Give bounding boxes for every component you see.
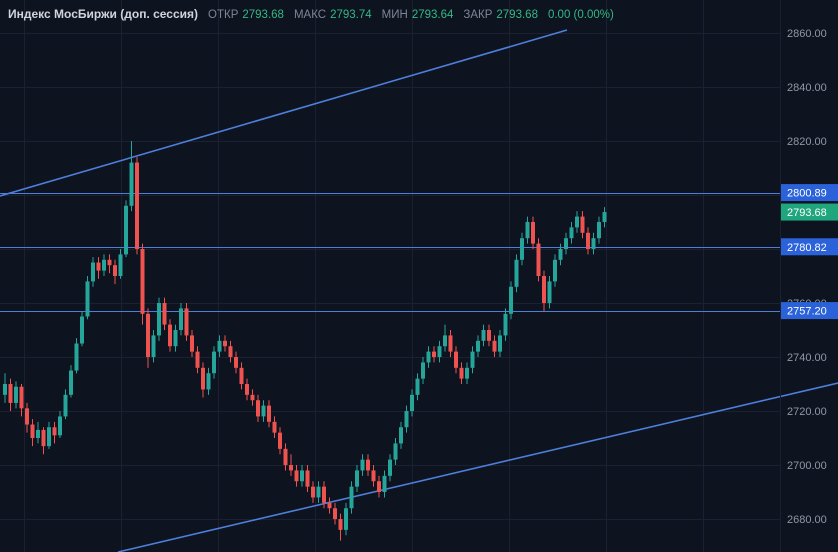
axis-tick-label: 2680.00 bbox=[787, 514, 827, 526]
open-label: ОТКР bbox=[208, 9, 239, 21]
candles-layer bbox=[3, 140, 607, 541]
close-label: ЗАКР bbox=[463, 9, 493, 21]
price-line-badge[interactable]: 2800.89 bbox=[781, 184, 838, 202]
ohlc-close: ЗАКР 2793.68 bbox=[463, 9, 538, 21]
low-value: 2793.64 bbox=[411, 9, 454, 21]
symbol-legend: Индекс МосБиржи (доп. сессия) ОТКР 2793.… bbox=[8, 7, 614, 21]
low-label: МИН bbox=[381, 9, 408, 21]
high-value: 2793.74 bbox=[330, 9, 372, 21]
svg-text:2800.89: 2800.89 bbox=[787, 188, 827, 200]
axis-tick-label: 2860.00 bbox=[787, 28, 827, 40]
open-value: 2793.68 bbox=[242, 9, 284, 21]
price-line-badge[interactable]: 2780.82 bbox=[781, 238, 838, 256]
svg-text:2793.68: 2793.68 bbox=[787, 207, 827, 219]
close-value: 2793.68 bbox=[496, 9, 538, 21]
axis-tick-label: 2720.00 bbox=[787, 406, 827, 418]
grid-layer bbox=[0, 0, 780, 552]
ohlc-high: МАКС 2793.74 bbox=[294, 9, 372, 21]
ohlc-low: МИН 2793.64 bbox=[382, 9, 454, 21]
last-price-badge[interactable]: 2793.68 bbox=[781, 203, 838, 221]
symbol-title[interactable]: Индекс МосБиржи (доп. сессия) bbox=[8, 7, 199, 21]
change-value: 0.00 (0.00%) bbox=[547, 9, 614, 21]
trend-line[interactable] bbox=[117, 382, 838, 552]
price-axis[interactable]: 2680.002700.002720.002740.002760.002780.… bbox=[781, 28, 838, 526]
high-label: МАКС bbox=[293, 9, 327, 21]
axis-tick-label: 2840.00 bbox=[787, 82, 827, 94]
axis-tick-label: 2700.00 bbox=[787, 460, 827, 472]
svg-text:2757.20: 2757.20 bbox=[787, 306, 827, 318]
price-line-badge[interactable]: 2757.20 bbox=[781, 302, 838, 320]
axis-tick-label: 2820.00 bbox=[787, 136, 827, 148]
trend-line[interactable] bbox=[0, 29, 568, 197]
svg-text:2780.82: 2780.82 bbox=[787, 242, 827, 254]
ohlc-open: ОТКР 2793.68 bbox=[208, 9, 284, 21]
axis-tick-label: 2740.00 bbox=[787, 352, 827, 364]
